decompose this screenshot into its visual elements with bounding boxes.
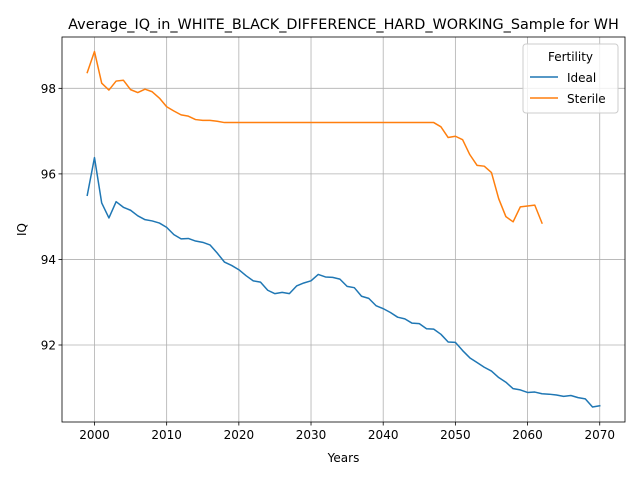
legend-title: Fertility	[548, 50, 593, 64]
y-tick-label: 92	[41, 339, 56, 353]
series-line-sterile	[86, 50, 543, 225]
y-tick-label: 94	[41, 253, 56, 267]
y-tick-label: 98	[41, 82, 56, 96]
x-tick-label: 2070	[584, 428, 615, 442]
series-layer	[86, 50, 601, 408]
legend-label-sterile: Sterile	[567, 92, 606, 106]
x-tick-label: 2050	[440, 428, 471, 442]
y-axis-label: IQ	[15, 223, 29, 236]
y-tick-label: 96	[41, 167, 56, 181]
x-tick-label: 2040	[368, 428, 399, 442]
x-tick-label: 2000	[79, 428, 110, 442]
legend-box	[522, 43, 619, 114]
plot-frame	[61, 36, 626, 423]
chart-title: Average_IQ_in_WHITE_BLACK_DIFFERENCE_HAR…	[68, 17, 619, 33]
x-tick-label: 2030	[296, 428, 327, 442]
x-tick-label: 2010	[151, 428, 182, 442]
ticks: 2000 2010 2020 2030 2040 2050 2060 2070 92 94 96 98	[41, 82, 615, 442]
x-tick-label: 2060	[512, 428, 543, 442]
series-line-ideal	[86, 156, 601, 408]
x-tick-label: 2020	[224, 428, 255, 442]
legend-label-ideal: Ideal	[567, 71, 596, 85]
x-axis-label: Years	[327, 451, 360, 465]
legend: Fertility Ideal Sterile	[522, 43, 619, 114]
